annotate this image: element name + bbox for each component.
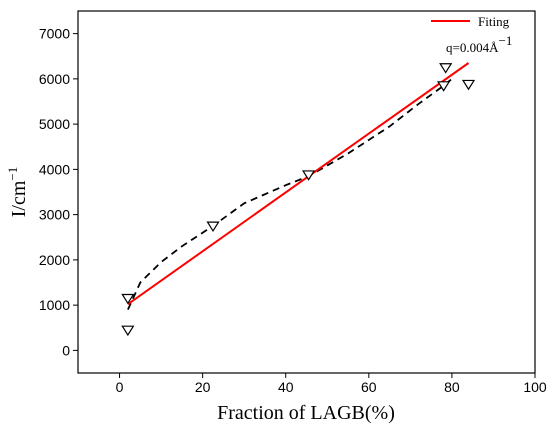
data-point-6 bbox=[461, 79, 476, 91]
x-tick-labels: 0 20 40 60 80 100 bbox=[116, 379, 547, 395]
data-point-2 bbox=[206, 221, 220, 233]
dashed-trend-line bbox=[127, 78, 453, 310]
y-tick-label-4: 4000 bbox=[39, 161, 70, 177]
legend: Fiting bbox=[431, 14, 510, 29]
y-tick-labels: 0 1000 2000 3000 4000 5000 6000 7000 bbox=[39, 26, 70, 359]
data-point-0 bbox=[121, 325, 135, 337]
q-annotation-main: q=0.004Å bbox=[446, 40, 499, 55]
data-point-5 bbox=[439, 63, 453, 74]
y-tick-label-6: 6000 bbox=[39, 71, 70, 87]
x-tick-label-1: 20 bbox=[195, 379, 211, 395]
y-tick-label-7: 7000 bbox=[39, 26, 70, 42]
plot-frame bbox=[77, 10, 536, 374]
legend-label-fiting: Fiting bbox=[478, 14, 510, 29]
x-tick-label-2: 40 bbox=[278, 379, 294, 395]
x-tick-label-4: 80 bbox=[444, 379, 460, 395]
data-point-4 bbox=[437, 81, 451, 92]
y-axis-title: I/cm−1 bbox=[5, 167, 30, 218]
q-annotation: q=0.004Å−1 bbox=[446, 33, 512, 55]
fit-line bbox=[127, 62, 470, 306]
x-axis-title: Fraction of LAGB(%) bbox=[217, 402, 395, 424]
y-tick-label-3: 3000 bbox=[39, 207, 70, 223]
y-axis-title-sup: −1 bbox=[5, 167, 20, 181]
y-tick-label-5: 5000 bbox=[39, 116, 70, 132]
y-axis-title-main: I/cm bbox=[8, 180, 30, 217]
y-tick-label-0: 0 bbox=[62, 342, 70, 358]
q-annotation-sup: −1 bbox=[498, 33, 512, 48]
x-tick-label-3: 60 bbox=[361, 379, 377, 395]
x-tick-label-5: 100 bbox=[523, 379, 547, 395]
y-tick-label-2: 2000 bbox=[39, 252, 70, 268]
y-tick-label-1: 1000 bbox=[39, 297, 70, 313]
data-point-1 bbox=[121, 293, 135, 305]
data-point-3 bbox=[301, 170, 316, 181]
axis-ticks bbox=[73, 33, 536, 378]
series-layer bbox=[121, 62, 476, 337]
x-tick-label-0: 0 bbox=[116, 379, 124, 395]
